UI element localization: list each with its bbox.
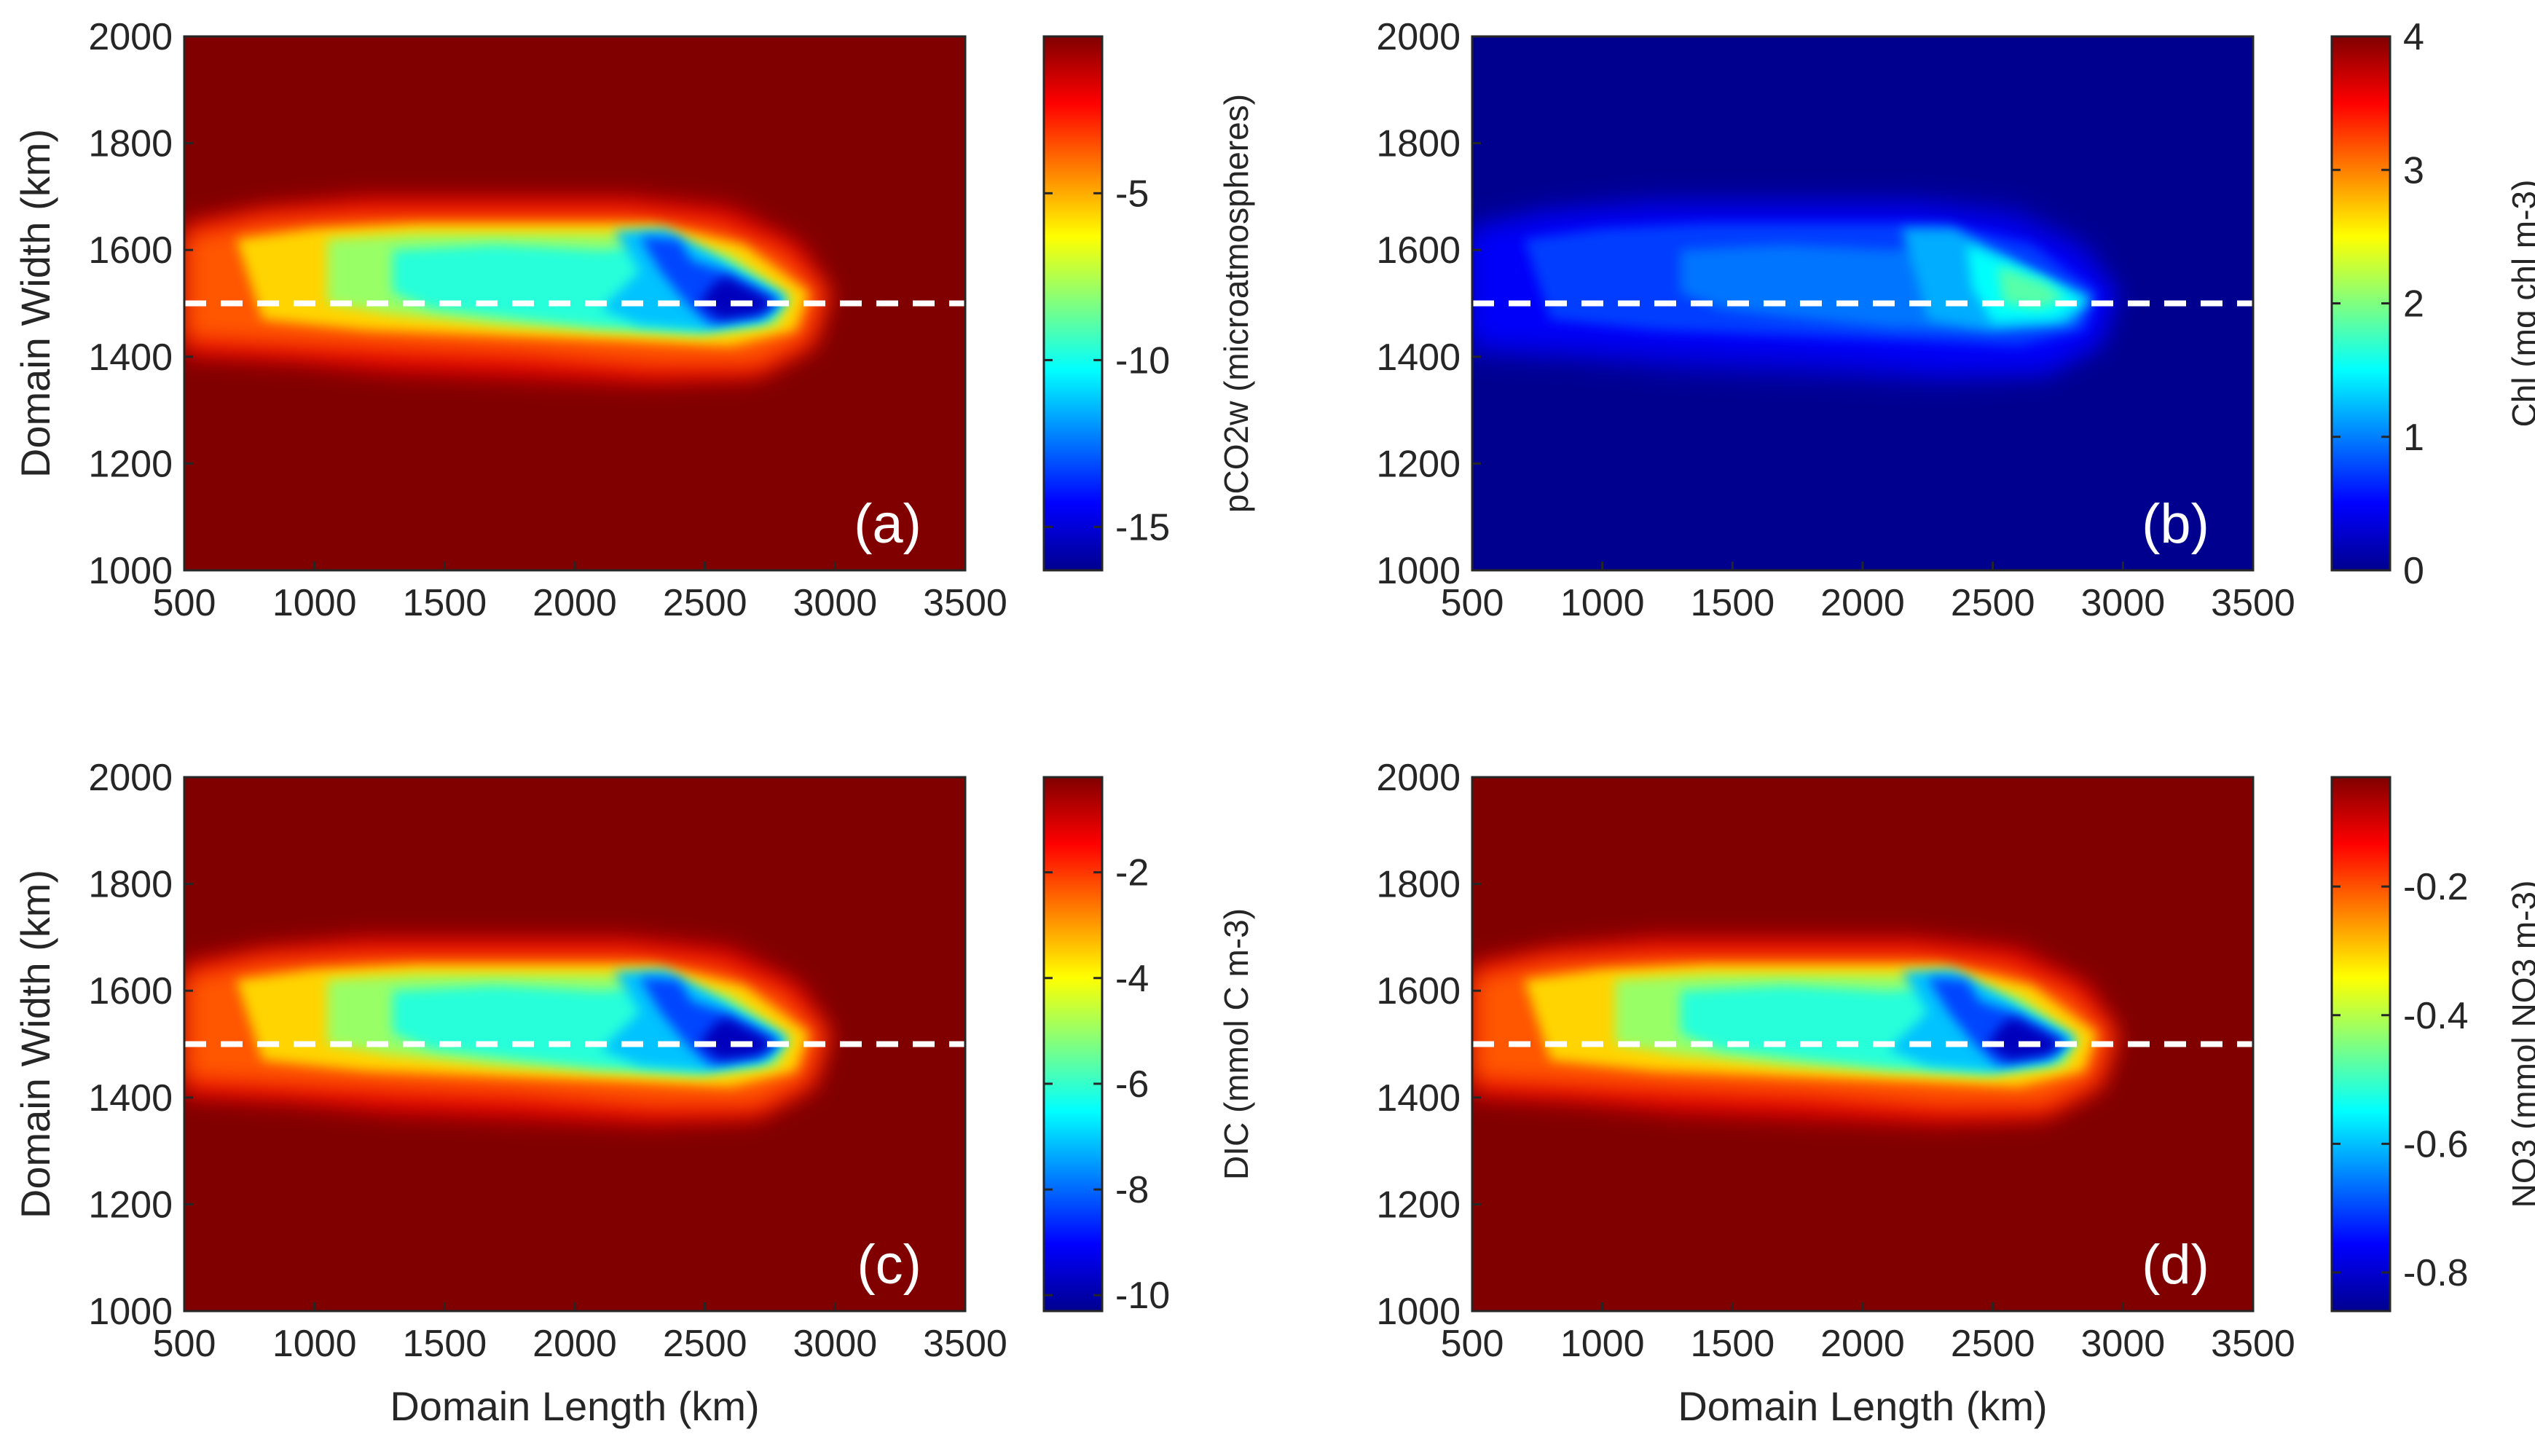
y-tick-label: 1800 bbox=[1376, 123, 1461, 165]
y-tick-label: 1600 bbox=[88, 970, 173, 1012]
panel-c: 500 1000 1500 2000 2500 3000 35001000120014001… bbox=[12, 757, 1255, 1429]
plume-contour-7 bbox=[1997, 266, 2066, 309]
colorbar-tick-label: -6 bbox=[1115, 1063, 1149, 1106]
colorbar-tick-label: -4 bbox=[1115, 958, 1149, 1000]
panel-label: (b) bbox=[2142, 493, 2209, 555]
y-tick-label: 1400 bbox=[1376, 1077, 1461, 1119]
colorbar-tick-label: 4 bbox=[2403, 16, 2424, 58]
colorbar-tick-label: -0.8 bbox=[2403, 1252, 2469, 1294]
colorbar-tick-label: -15 bbox=[1115, 506, 1170, 548]
x-tick-label: 3500 bbox=[923, 582, 1007, 624]
y-tick-label: 1200 bbox=[88, 1184, 173, 1226]
colorbar-tick-label: -5 bbox=[1115, 173, 1149, 215]
y-tick-label: 1000 bbox=[88, 550, 173, 592]
x-tick-label: 2500 bbox=[1951, 1323, 2035, 1365]
x-tick-label: 1000 bbox=[1560, 1323, 1645, 1365]
y-tick-label: 1000 bbox=[88, 1291, 173, 1333]
y-tick-label: 1600 bbox=[1376, 229, 1461, 272]
y-axis-label: Domain Width (km) bbox=[12, 870, 58, 1219]
colorbar-tick-label: 0 bbox=[2403, 550, 2424, 592]
x-tick-label: 2000 bbox=[532, 582, 617, 624]
x-tick-label: 500 bbox=[153, 1323, 216, 1365]
x-tick-label: 1500 bbox=[1690, 582, 1774, 624]
x-tick-label: 2000 bbox=[1820, 582, 1905, 624]
colorbar-label: NO3 (mmol NO3 m-3) bbox=[2505, 881, 2535, 1208]
colorbar-tick-label: -0.4 bbox=[2403, 995, 2469, 1037]
x-axis-label: Domain Length (km) bbox=[1678, 1383, 2047, 1429]
y-tick-label: 1400 bbox=[88, 1077, 173, 1119]
x-tick-label: 2500 bbox=[663, 582, 747, 624]
y-tick-label: 1400 bbox=[1376, 337, 1461, 379]
plume-contour-8 bbox=[699, 276, 776, 320]
colorbar-tick-label: -10 bbox=[1115, 339, 1170, 382]
panel-a: 500 1000 1500 2000 2500 3000 35001000120014001… bbox=[12, 16, 1255, 624]
x-tick-label: 3000 bbox=[793, 582, 877, 624]
panel-b: 500 1000 1500 2000 2500 3000 35001000120014001… bbox=[1376, 16, 2535, 624]
x-tick-label: 1500 bbox=[402, 582, 487, 624]
x-tick-label: 3500 bbox=[2211, 1323, 2295, 1365]
x-tick-label: 3000 bbox=[793, 1323, 877, 1365]
plume-contour-8 bbox=[1987, 1017, 2064, 1060]
colorbar bbox=[2330, 776, 2391, 1313]
x-tick-label: 2500 bbox=[663, 1323, 747, 1365]
y-tick-label: 2000 bbox=[1376, 757, 1461, 799]
colorbar-tick-label: 3 bbox=[2403, 149, 2424, 192]
y-tick-label: 1000 bbox=[1376, 550, 1461, 592]
y-tick-label: 2000 bbox=[88, 16, 173, 58]
x-tick-label: 3500 bbox=[2211, 582, 2295, 624]
x-tick-label: 1500 bbox=[402, 1323, 487, 1365]
x-tick-label: 500 bbox=[1441, 1323, 1504, 1365]
panel-d: 500 1000 1500 2000 2500 3000 35001000120014001… bbox=[1376, 757, 2535, 1429]
plume-contour-8 bbox=[699, 1017, 776, 1060]
colorbar-label: Chl (mg chl m-3) bbox=[2505, 180, 2535, 428]
y-tick-label: 1800 bbox=[88, 123, 173, 165]
colorbar-tick-label: 2 bbox=[2403, 283, 2424, 326]
colorbar-tick-label: 1 bbox=[2403, 417, 2424, 459]
x-tick-label: 1500 bbox=[1690, 1323, 1774, 1365]
y-tick-label: 1600 bbox=[1376, 970, 1461, 1012]
x-tick-label: 500 bbox=[153, 582, 216, 624]
y-tick-label: 1200 bbox=[1376, 1184, 1461, 1226]
x-tick-label: 2000 bbox=[1820, 1323, 1905, 1365]
y-tick-label: 1400 bbox=[88, 337, 173, 379]
y-tick-label: 2000 bbox=[88, 757, 173, 799]
colorbar bbox=[2330, 35, 2391, 572]
y-tick-label: 1000 bbox=[1376, 1291, 1461, 1333]
x-tick-label: 500 bbox=[1441, 582, 1504, 624]
panel-label: (d) bbox=[2142, 1234, 2209, 1296]
y-tick-label: 1800 bbox=[1376, 864, 1461, 906]
colorbar-tick-label: -10 bbox=[1115, 1275, 1170, 1317]
colorbar-label: DIC (mmol C m-3) bbox=[1217, 908, 1255, 1180]
y-tick-label: 2000 bbox=[1376, 16, 1461, 58]
x-tick-label: 1000 bbox=[272, 1323, 357, 1365]
x-tick-label: 2500 bbox=[1951, 582, 2035, 624]
colorbar-tick-label: -2 bbox=[1115, 852, 1149, 894]
heatmap-field bbox=[1472, 777, 2253, 1311]
colorbar-tick-label: -8 bbox=[1115, 1169, 1149, 1211]
y-tick-label: 1200 bbox=[88, 443, 173, 485]
colorbar bbox=[1042, 35, 1104, 572]
panel-label: (c) bbox=[857, 1234, 921, 1296]
x-tick-label: 2000 bbox=[532, 1323, 617, 1365]
x-tick-label: 1000 bbox=[272, 582, 357, 624]
colorbar-label: pCO2w (microatmospheres) bbox=[1217, 94, 1255, 513]
colorbar bbox=[1042, 776, 1104, 1313]
y-tick-label: 1600 bbox=[88, 229, 173, 272]
x-tick-label: 3000 bbox=[2080, 582, 2165, 624]
panel-label: (a) bbox=[854, 493, 921, 555]
y-tick-label: 1800 bbox=[88, 864, 173, 906]
y-tick-label: 1200 bbox=[1376, 443, 1461, 485]
y-axis-label: Domain Width (km) bbox=[12, 129, 58, 478]
x-axis-label: Domain Length (km) bbox=[390, 1383, 759, 1429]
colorbar-tick-label: -0.2 bbox=[2403, 866, 2469, 908]
x-tick-label: 1000 bbox=[1560, 582, 1645, 624]
x-tick-label: 3000 bbox=[2080, 1323, 2165, 1365]
colorbar-tick-label: -0.6 bbox=[2403, 1123, 2469, 1165]
x-tick-label: 3500 bbox=[923, 1323, 1007, 1365]
